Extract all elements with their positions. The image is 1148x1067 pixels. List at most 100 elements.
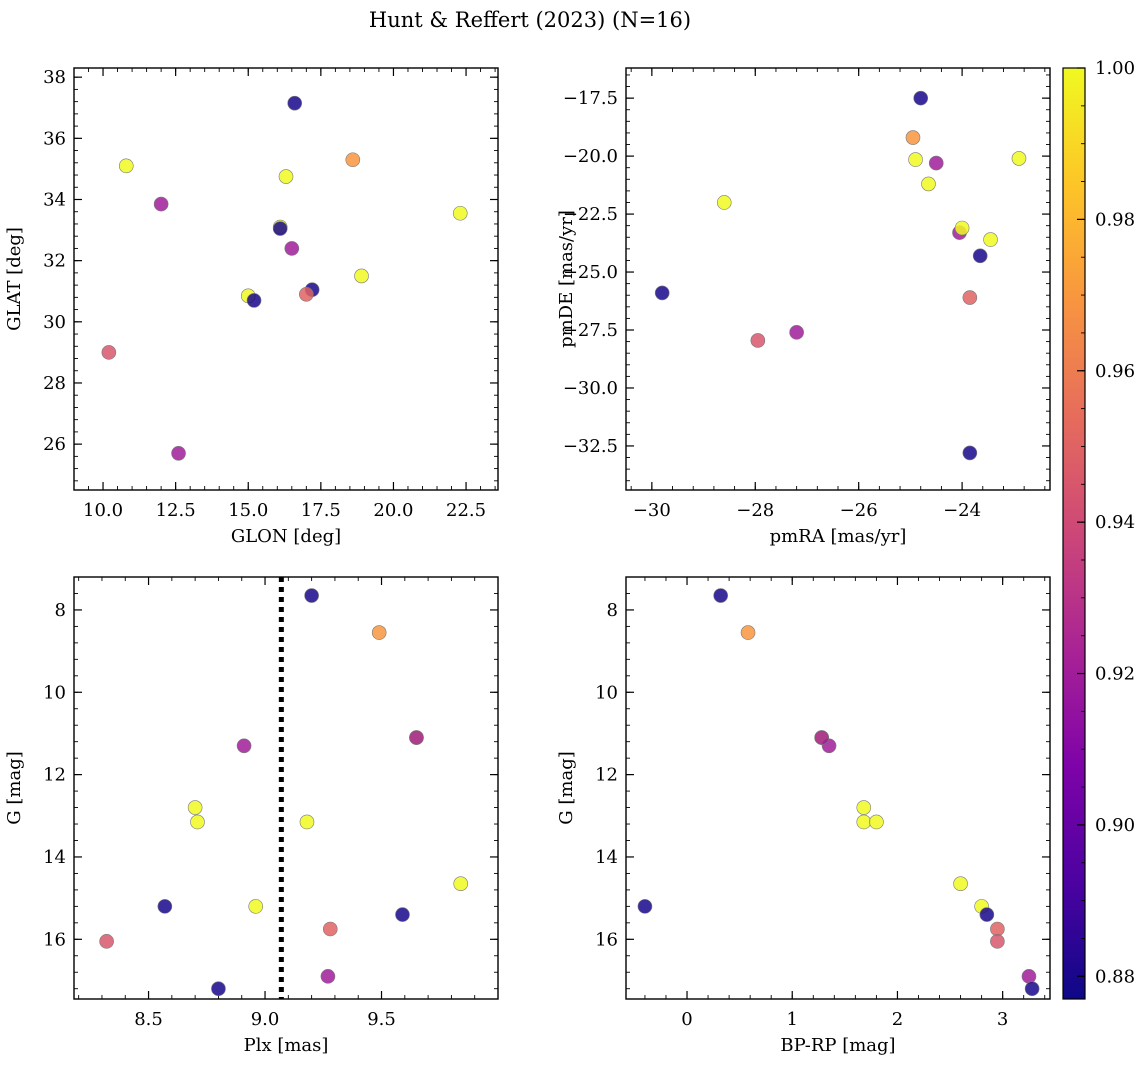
y-tick-label: 28 [43,373,66,394]
data-point [814,730,829,745]
data-point [118,158,134,174]
x-tick-label: 2 [892,1009,903,1030]
y-tick-label: −27.5 [563,320,618,341]
data-point [750,333,766,348]
data-point [395,907,410,922]
data-point [409,730,424,745]
y-tick-label: 12 [595,765,618,786]
colorbar-tick-label: 0.92 [1095,664,1135,685]
x-tick-label: −26 [840,500,878,521]
data-point [211,981,226,997]
axes-frame [625,576,1051,1000]
x-tick-label: −30 [633,500,671,521]
x-tick-label: 10.0 [83,500,123,521]
x-tick-label: 15.0 [228,500,268,521]
data-point [928,155,944,171]
x-tick-label: 3 [997,1009,1008,1030]
data-point [972,248,988,264]
data-point [345,152,361,168]
data-point [153,196,169,212]
data-point [962,290,978,305]
x-tick-label: 22.5 [446,500,486,521]
x-axis-label: GLON [deg] [231,526,341,547]
data-point [354,268,369,284]
data-point [990,934,1005,949]
data-point [304,588,319,603]
data-point [246,293,262,308]
y-tick-label: 32 [43,251,66,272]
x-tick-label: 17.5 [301,500,341,521]
y-tick-label: −32.5 [563,436,618,457]
x-tick-label: 20.0 [373,500,413,521]
x-tick-label: 9.0 [251,1009,280,1030]
y-tick-label: 36 [43,128,66,149]
data-point [962,445,978,461]
data-point [990,921,1005,937]
x-tick-label: −28 [736,500,774,521]
data-point [953,876,968,892]
colorbar-tick-label: 0.94 [1095,512,1135,533]
data-point [284,241,300,256]
data-point [908,152,923,167]
colorbar-tick-label: 1.00 [1095,58,1135,79]
data-point [856,800,872,815]
data-point [716,195,732,210]
data-point [157,899,173,914]
data-point [171,446,186,461]
axes-frame [625,67,1051,491]
data-point [452,205,468,221]
y-tick-label: 26 [43,434,66,455]
scatter-proper-motion-panel: −30 −28 −26 −24 −32.5 −30.0 −27.5 −25.0 −22.5 −20… [556,67,1051,547]
y-tick-label: 38 [43,67,66,88]
x-axis-label: Plx [mas] [244,1035,329,1056]
x-tick-label: 0 [681,1009,692,1030]
y-axis-label: G [mag] [4,751,25,824]
x-tick-label: 12.5 [156,500,196,521]
colorbar-tick-label: 0.90 [1095,815,1135,836]
y-axis-label: G [mag] [556,751,577,824]
y-tick-label: 14 [595,847,618,868]
y-tick-label: 34 [43,189,66,210]
data-point [272,221,288,236]
data-point [856,814,872,830]
axes-frame [73,576,499,1000]
y-tick-label: −30.0 [563,378,618,399]
scatter-parallax-magnitude-panel: 8.5 9.0 9.5 8 10 12 14 16 Plx [mas] G [mag] [4,576,499,1056]
data-point [789,325,804,340]
y-tick-label: 8 [55,600,66,621]
data-point [654,285,670,301]
data-point [983,232,998,247]
data-point [905,130,921,145]
data-point [713,588,728,603]
scatter-position-panel: 10.0 12.5 15.0 17.5 20.0 22.5 26 28 30 32 34 36 38 GL… [4,67,499,547]
y-tick-label: −17.5 [563,88,618,109]
y-axis-label: GLAT [deg] [4,227,25,331]
x-tick-label: 1 [787,1009,798,1030]
data-point [322,921,338,937]
data-point [187,800,203,815]
data-point [1021,969,1037,984]
x-tick-label: 9.5 [367,1009,396,1030]
data-point [299,286,314,302]
data-point [278,169,294,184]
data-point [299,814,315,830]
y-tick-label: 30 [43,312,66,333]
x-tick-label: 8.5 [134,1009,163,1030]
y-tick-label: 10 [595,682,618,703]
data-point [921,176,936,192]
data-point [190,814,205,830]
y-tick-label: 16 [595,929,618,950]
data-point [371,625,387,640]
y-tick-label: −20.0 [563,146,618,167]
y-tick-label: −25.0 [563,262,618,283]
data-point [320,969,336,984]
data-point [453,876,469,892]
colorbar-gradient [1062,67,1086,1000]
colorbar-tick-label: 0.88 [1095,966,1135,987]
data-point [913,90,929,106]
y-tick-label: 12 [43,765,66,786]
data-point [954,220,970,236]
colorbar-tick-label: 0.98 [1095,209,1135,230]
